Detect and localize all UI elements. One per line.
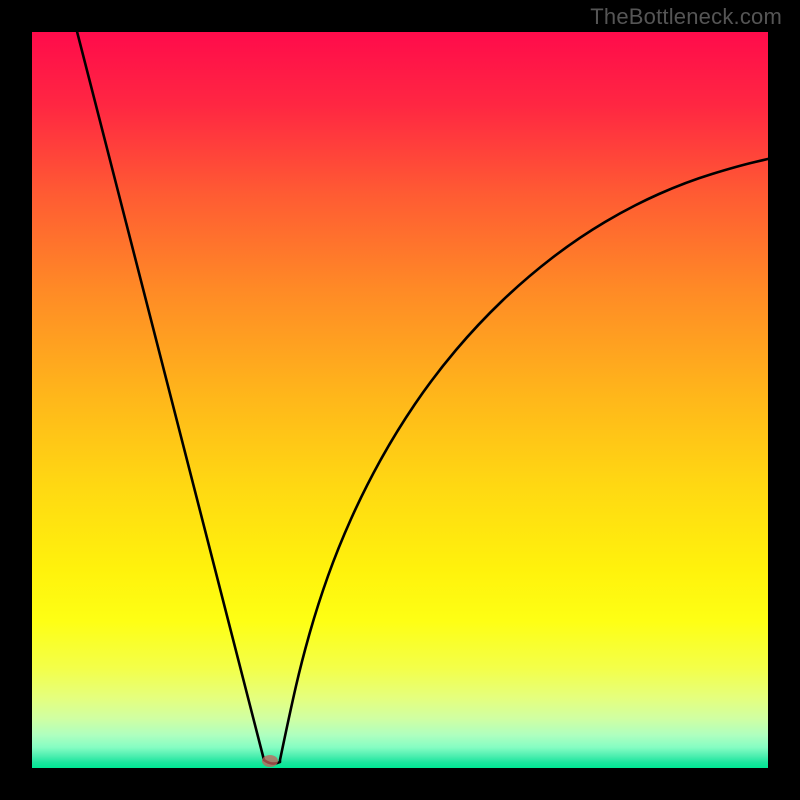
bottleneck-curve xyxy=(72,32,768,764)
plot-area xyxy=(32,32,768,768)
minimum-marker xyxy=(262,755,278,767)
chart-root: TheBottleneck.com xyxy=(0,0,800,800)
watermark-text: TheBottleneck.com xyxy=(590,4,782,30)
bottleneck-curve-layer xyxy=(32,32,768,768)
